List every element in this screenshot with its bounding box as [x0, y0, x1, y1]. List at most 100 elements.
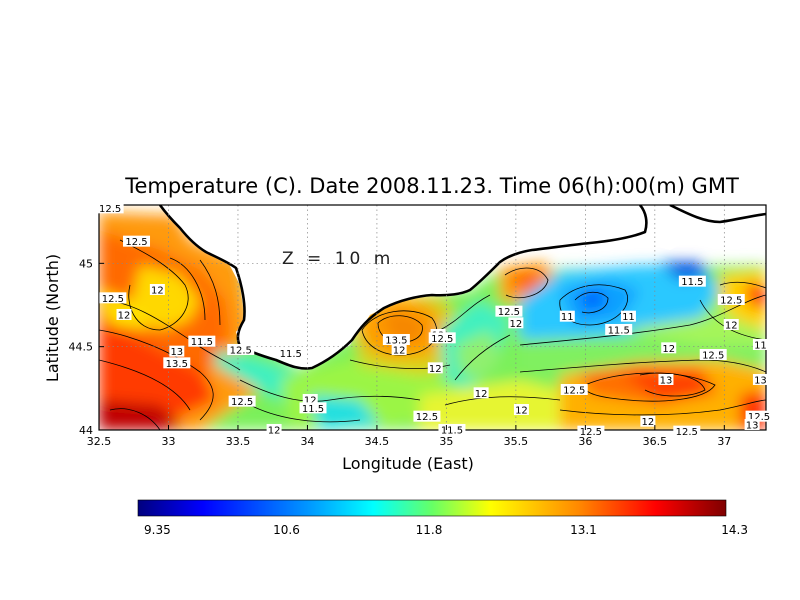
contour-label: 11 [620, 310, 636, 323]
temperature-field [99, 205, 766, 430]
contour-label: 13.5 [163, 357, 191, 370]
contour-label-bg [577, 425, 605, 437]
contour-label-text: 12.5 [748, 412, 770, 423]
contour-label-text: 11.5 [302, 404, 324, 415]
x-tick-label: 33.5 [226, 435, 251, 448]
contour-label-bg [391, 344, 407, 355]
contour-label-bg [658, 374, 674, 385]
contour-label: 12.5 [413, 410, 441, 423]
contour-label-text: 12.5 [230, 346, 252, 357]
contour-label-bg [559, 310, 575, 322]
contour-label-text: 11 [561, 312, 574, 323]
contour-label-text: 12.5 [580, 427, 602, 438]
contour-label-text: 12 [268, 426, 281, 437]
colorbar [137, 499, 727, 517]
colorbar-ticks: 9.35 10.6 11.8 13.1 14.3 [144, 523, 748, 537]
contour-label: 12 [302, 394, 318, 407]
contour-label-bg [428, 332, 456, 344]
contour-label: 13 [744, 419, 760, 432]
contour-label-bg [96, 202, 124, 214]
contour-label: 12 [149, 284, 165, 297]
contour-label-bg [473, 387, 489, 399]
y-tick-label: 45 [79, 257, 93, 270]
contour-label-bg [508, 317, 524, 329]
contour-label-text: 12 [642, 417, 655, 428]
y-tick-label: 44 [79, 424, 93, 437]
x-tick-label: 36.5 [643, 435, 668, 448]
contour-label-bg [699, 349, 727, 360]
plot-frame [98, 204, 767, 431]
colorbar-tick-label: 14.3 [721, 523, 748, 537]
contour-label-text: 12.5 [720, 296, 742, 307]
x-tick-label: 34.5 [365, 435, 390, 448]
contour-label-text: 11.5 [191, 337, 213, 348]
contour-label-text: 13 [746, 421, 759, 432]
contour-label-text: 12 [662, 344, 675, 355]
contour-label: 12.5 [745, 410, 773, 423]
contour-label-text: 12 [475, 389, 488, 400]
contour-label: 12.5 [495, 305, 523, 318]
colorbar-tick-label: 9.35 [144, 523, 171, 537]
contour-label: 13.5 [382, 334, 410, 347]
contour-label-text: 12.5 [676, 427, 698, 438]
colorbar-tick-label: 10.6 [273, 523, 300, 537]
contour-label-text: 11 [754, 341, 767, 352]
x-tick-label: 32.5 [87, 435, 112, 448]
contour-label-bg [745, 410, 773, 422]
contour-label-text: 12 [151, 286, 164, 297]
contour-label: 11 [559, 310, 575, 323]
contour-label-text: 12.5 [125, 237, 147, 248]
contour-label-text: 12.5 [416, 412, 438, 423]
y-axis-label: Latitude (North) [43, 254, 62, 382]
contour-label-bg [678, 275, 706, 287]
contour-label-text: 11 [622, 312, 635, 323]
contour-label: 12 [661, 342, 677, 355]
contour-label-bg [673, 425, 701, 437]
contour-label-text: 11.5 [681, 277, 703, 288]
contour-label: 12 [513, 404, 529, 417]
contour-label-text: 13.5 [385, 336, 407, 347]
contour-label-bg [438, 424, 466, 435]
contour-label-text: 12 [429, 364, 442, 375]
contour-label-bg [640, 415, 656, 427]
contour-label-text: 12 [510, 319, 523, 330]
contour-label: 12 [723, 319, 739, 332]
contour-label: 12 [473, 387, 489, 400]
contour-label-bg [99, 292, 127, 304]
contour-label-text: 11.5 [608, 326, 630, 337]
contour-label: 12.5 [227, 344, 255, 357]
contour-label-bg [717, 294, 745, 305]
contour-label-text: 12.5 [702, 351, 724, 362]
contour-label: 11.5 [188, 335, 216, 348]
contour-label: 13 [658, 374, 674, 387]
contour-label-bg [723, 319, 739, 330]
contour-label-bg [302, 394, 318, 405]
contour-label-bg [744, 419, 760, 430]
contour-label-text: 12 [304, 396, 317, 407]
contour-label: 11.5 [438, 424, 466, 437]
contour-label-bg [266, 424, 282, 435]
contour-label-text: 12 [515, 406, 528, 417]
contour-label-text: 12 [118, 311, 131, 322]
contour-label-bg [605, 324, 633, 335]
contour-label-text: 13.5 [166, 359, 188, 370]
colorbar-tick-label: 13.1 [570, 523, 597, 537]
contour-label-bg [169, 345, 185, 357]
contour-label-text: 12 [393, 346, 406, 357]
contour-label-text: 13 [170, 347, 183, 358]
contour-label: 12.5 [577, 425, 605, 438]
contour-label: 12.5 [560, 384, 588, 397]
contour-label-bg [116, 309, 132, 320]
contour-label-bg [299, 402, 327, 414]
x-tick-label: 33 [161, 435, 175, 448]
contour-label: 12.5 [699, 349, 727, 362]
contour-label-text: 12.5 [498, 307, 520, 318]
contour-label: 12.5 [428, 332, 456, 345]
contour-label: 12 [640, 415, 656, 428]
contour-label-text: 12.5 [231, 397, 253, 408]
contour-label: 13 [752, 374, 768, 387]
contour-label-text: 12.5 [431, 334, 453, 345]
colorbar-tick-label: 11.8 [416, 523, 443, 537]
